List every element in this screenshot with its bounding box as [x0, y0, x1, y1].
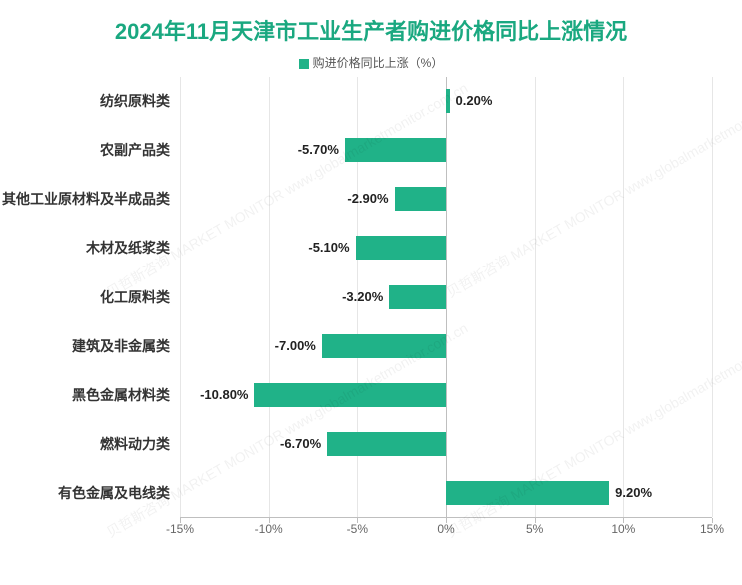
bar [446, 89, 450, 113]
category-label: 纺织原料类 [100, 87, 170, 115]
value-label: -6.70% [280, 430, 321, 458]
plot-area: 纺织原料类0.20% 农副产品类-5.70% 其他工业原材料及半成品类-2.90% 木… [180, 77, 712, 517]
x-tick-label: -5% [347, 522, 368, 536]
x-tick-label: 15% [700, 522, 724, 536]
category-label: 其他工业原材料及半成品类 [2, 185, 170, 213]
value-label: -10.80% [200, 381, 248, 409]
chart-title: 2024年11月天津市工业生产者购进价格同比上涨情况 [0, 0, 742, 54]
bar-row: 纺织原料类0.20% [180, 87, 712, 115]
legend-swatch [299, 59, 309, 69]
value-label: 9.20% [615, 479, 652, 507]
bar [254, 383, 446, 407]
bar-row: 燃料动力类-6.70% [180, 430, 712, 458]
value-label: -7.00% [275, 332, 316, 360]
category-label: 农副产品类 [100, 136, 170, 164]
bar-row: 化工原料类-3.20% [180, 283, 712, 311]
bar-row: 建筑及非金属类-7.00% [180, 332, 712, 360]
bar-row: 有色金属及电线类9.20% [180, 479, 712, 507]
value-label: 0.20% [456, 87, 493, 115]
x-tick-label: 10% [611, 522, 635, 536]
bar-row: 农副产品类-5.70% [180, 136, 712, 164]
legend-label: 购进价格同比上涨（%） [313, 56, 444, 70]
x-tick-label: -10% [255, 522, 283, 536]
bar-row: 其他工业原材料及半成品类-2.90% [180, 185, 712, 213]
value-label: -3.20% [342, 283, 383, 311]
value-label: -5.10% [308, 234, 349, 262]
category-label: 黑色金属材料类 [72, 381, 170, 409]
bar [395, 187, 446, 211]
bar [389, 285, 446, 309]
category-label: 燃料动力类 [100, 430, 170, 458]
bar [446, 481, 609, 505]
x-axis: -15%-10%-5%0%5%10%15% [180, 517, 712, 537]
value-label: -5.70% [298, 136, 339, 164]
category-label: 建筑及非金属类 [72, 332, 170, 360]
value-label: -2.90% [347, 185, 388, 213]
bar-row: 黑色金属材料类-10.80% [180, 381, 712, 409]
x-tick-label: 5% [526, 522, 543, 536]
x-tick-label: -15% [166, 522, 194, 536]
gridline [712, 77, 713, 517]
chart-area: 纺织原料类0.20% 农副产品类-5.70% 其他工业原材料及半成品类-2.90% 木… [180, 77, 712, 537]
bar-row: 木材及纸浆类-5.10% [180, 234, 712, 262]
x-tick-label: 0% [437, 522, 454, 536]
category-label: 有色金属及电线类 [58, 479, 170, 507]
bar [322, 334, 446, 358]
category-label: 木材及纸浆类 [86, 234, 170, 262]
category-label: 化工原料类 [100, 283, 170, 311]
bar [345, 138, 446, 162]
bar [327, 432, 446, 456]
legend: 购进价格同比上涨（%） [0, 54, 742, 77]
bar [356, 236, 446, 260]
